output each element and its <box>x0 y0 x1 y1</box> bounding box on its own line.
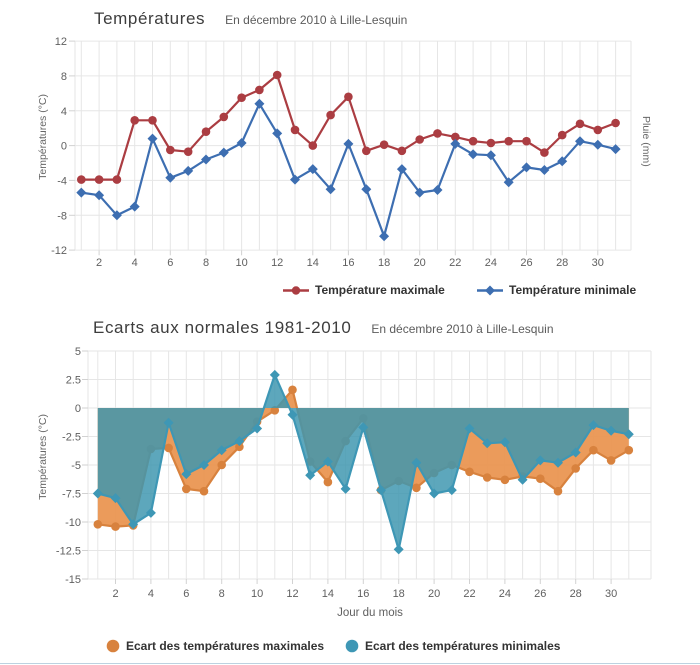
axis-ticks <box>82 350 612 584</box>
svg-text:4: 4 <box>148 588 154 600</box>
svg-text:14: 14 <box>322 588 334 600</box>
svg-text:22: 22 <box>449 257 461 269</box>
y-axis-title-ecarts: Températures (°C) <box>37 414 49 500</box>
svg-text:0: 0 <box>61 141 67 153</box>
series-temp-min <box>76 98 621 242</box>
svg-text:8: 8 <box>219 588 225 600</box>
svg-text:30: 30 <box>592 257 604 269</box>
svg-text:24: 24 <box>485 257 497 269</box>
svg-text:-4: -4 <box>57 175 67 187</box>
data-points[interactable] <box>77 70 620 184</box>
chart-title-ecarts: Ecarts aux normales 1981-2010 En décembr… <box>93 318 554 338</box>
svg-text:14: 14 <box>307 257 319 269</box>
y-axis-title-temperatures: Températures (°C) <box>37 94 49 180</box>
svg-text:10: 10 <box>251 588 263 600</box>
series-temp-max <box>77 70 620 184</box>
svg-text:18: 18 <box>393 588 405 600</box>
svg-text:20: 20 <box>414 257 426 269</box>
bottom-divider <box>0 663 700 664</box>
svg-text:12: 12 <box>55 36 67 48</box>
svg-text:4: 4 <box>61 106 67 118</box>
legend-label: Ecart des températures minimales <box>365 639 561 653</box>
chart-title-temperatures: Températures En décembre 2010 à Lille-Le… <box>94 9 407 29</box>
svg-text:8: 8 <box>61 71 67 83</box>
svg-text:16: 16 <box>342 257 354 269</box>
svg-text:28: 28 <box>556 257 568 269</box>
svg-text:6: 6 <box>183 588 189 600</box>
chart-subtitle: En décembre 2010 à Lille-Lesquin <box>225 13 408 27</box>
legend-item-temp-min[interactable]: Température minimale <box>477 283 636 297</box>
axis-ticks <box>69 40 599 256</box>
svg-text:10: 10 <box>235 257 247 269</box>
legend-label: Température minimale <box>509 283 637 297</box>
y-axis-title-pluie: Pluie (mm) <box>640 116 652 167</box>
x-axis-title-jour: Jour du mois <box>337 607 403 619</box>
svg-text:26: 26 <box>534 588 546 600</box>
data-points[interactable] <box>92 369 634 555</box>
line-diamond-marker-icon <box>477 285 503 295</box>
svg-text:26: 26 <box>520 257 532 269</box>
svg-text:-8: -8 <box>57 210 67 222</box>
svg-text:16: 16 <box>357 588 369 600</box>
svg-text:-12.5: -12.5 <box>56 546 81 558</box>
svg-text:12: 12 <box>271 257 283 269</box>
svg-text:-2.5: -2.5 <box>62 432 81 444</box>
legend-label: Ecart des températures maximales <box>126 639 325 653</box>
svg-text:2: 2 <box>96 257 102 269</box>
legend-item-ecart-min[interactable]: Ecart des températures minimales <box>345 639 560 653</box>
svg-text:22: 22 <box>463 588 475 600</box>
svg-text:-12: -12 <box>51 245 67 257</box>
svg-text:8: 8 <box>203 257 209 269</box>
svg-text:6: 6 <box>167 257 173 269</box>
circle-marker-icon <box>106 639 120 653</box>
circle-marker-icon <box>345 639 359 653</box>
svg-text:12: 12 <box>286 588 298 600</box>
svg-text:28: 28 <box>570 588 582 600</box>
svg-text:-15: -15 <box>65 574 81 586</box>
svg-text:2: 2 <box>112 588 118 600</box>
svg-text:24: 24 <box>499 588 511 600</box>
line-circle-marker-icon <box>283 285 309 295</box>
svg-text:0: 0 <box>75 403 81 415</box>
tick-labels: 52.50-2.5-5-7.5-10-12.5-152 4 6 8 10 12 14 16 18… <box>56 346 617 600</box>
svg-text:30: 30 <box>605 588 617 600</box>
page-title-2: Ecarts aux normales 1981-2010 <box>93 318 352 337</box>
legend-item-ecart-max[interactable]: Ecart des températures maximales <box>106 639 324 653</box>
data-points[interactable] <box>76 98 621 242</box>
svg-text:5: 5 <box>75 346 81 358</box>
chart-subtitle-2: En décembre 2010 à Lille-Lesquin <box>371 322 554 336</box>
svg-text:-5: -5 <box>71 460 81 472</box>
svg-text:4: 4 <box>132 257 138 269</box>
svg-text:2.5: 2.5 <box>66 375 81 387</box>
svg-text:-7.5: -7.5 <box>62 489 81 501</box>
series-ecart-min <box>92 369 634 555</box>
page-title: Températures <box>94 9 206 28</box>
svg-text:20: 20 <box>428 588 440 600</box>
legend-label: Température maximale <box>315 283 445 297</box>
legend-item-temp-max[interactable]: Température maximale <box>283 283 445 297</box>
svg-text:18: 18 <box>378 257 390 269</box>
svg-text:-10: -10 <box>65 517 81 529</box>
